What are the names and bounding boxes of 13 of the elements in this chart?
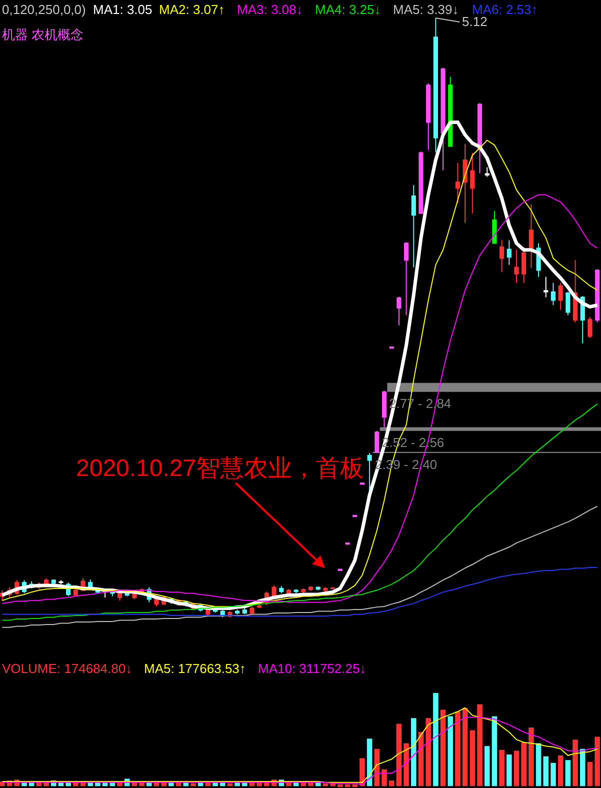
text: MA6: 2.53↑: [472, 2, 538, 17]
text: MA5: 177663.53↑: [144, 661, 246, 676]
annotation: 机器 农机概念: [2, 27, 84, 42]
text: VOLUME: 174684.80↓: [2, 661, 132, 676]
text: MA3: 3.08↓: [237, 2, 303, 17]
text: MA5: 3.39↓: [393, 2, 459, 17]
text: 0,120,250,0,0): [2, 2, 86, 17]
text: MA1: 3.05: [93, 2, 152, 17]
annotation: 5.12: [462, 14, 488, 29]
annotation: 2020.10.27智慧农业，首板: [76, 455, 364, 482]
text: MA2: 3.07↑: [159, 2, 225, 17]
text: MA10: 311752.25↓: [258, 661, 366, 676]
text: MA4: 3.25↓: [315, 2, 381, 17]
